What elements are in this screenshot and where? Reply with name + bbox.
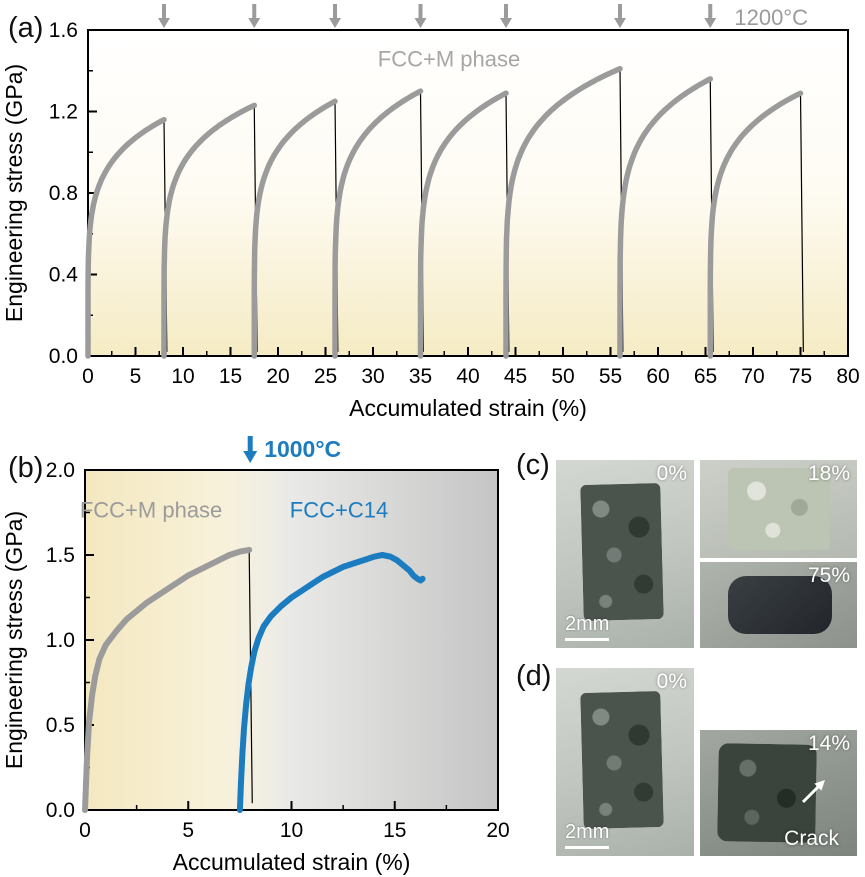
specimen <box>580 482 664 622</box>
reheat-arrow-head <box>248 18 261 28</box>
unload-line <box>799 93 804 352</box>
x-tick-label: 45 <box>504 365 527 388</box>
x-tick-label: 50 <box>551 365 574 388</box>
series-fcc-m-phase <box>82 546 253 813</box>
compression-cycle-curve <box>707 90 804 359</box>
x-tick-label: 40 <box>456 365 479 388</box>
y-tick-label: 0.4 <box>49 264 79 287</box>
y-axis-label: Engineering stress (GPa) <box>1 511 27 769</box>
y-tick-label: 2.0 <box>46 459 75 482</box>
strain-label: 14% <box>807 732 850 755</box>
crack-label: Crack <box>784 827 839 850</box>
x-axis-label: Accumulated strain (%) <box>349 395 587 421</box>
compression-cycle-curve <box>85 116 167 359</box>
photo-specimen-c-75pct: 75% <box>700 562 857 648</box>
x-tick-label: 5 <box>182 819 194 842</box>
plot-background <box>88 30 848 356</box>
y-tick-label: 0.8 <box>49 182 78 205</box>
reheat-arrow-head <box>329 18 341 28</box>
y-tick-label: 0.5 <box>46 714 75 737</box>
y-tick-label: 0.0 <box>46 799 75 822</box>
x-tick-label: 35 <box>409 365 432 388</box>
temperature-arrow-head <box>243 451 258 463</box>
specimen <box>728 576 832 634</box>
panel-c-label: (c) <box>516 449 550 481</box>
compression-cycle-curve <box>617 76 714 359</box>
y-tick-label: 0.0 <box>49 345 78 368</box>
reheat-arrow-head <box>704 18 717 28</box>
crack-arrow-icon <box>801 780 825 804</box>
x-tick-label: 15 <box>219 365 242 388</box>
temperature-annotation: 1000°C <box>264 436 341 462</box>
reheat-arrow-head <box>500 18 512 28</box>
region-label: FCC+M phase <box>80 498 222 523</box>
panel-b-chart: 0 5 10 15 20 0.0 0.5 1.0 1.5 2.0 Accumulated strai… <box>1 436 510 875</box>
reheat-arrow-head <box>414 18 427 28</box>
scale-bar-label: 2mm <box>565 613 610 641</box>
phase-annotation: FCC+M phase <box>378 47 520 72</box>
x-tick-label: 55 <box>599 365 622 388</box>
strain-label: 0% <box>656 462 687 485</box>
specimen <box>580 690 664 830</box>
reheat-arrow-head <box>158 18 170 28</box>
compression-cycle-curve <box>503 65 623 359</box>
x-tick-label: 70 <box>741 365 764 388</box>
x-tick-label: 30 <box>361 365 384 388</box>
x-tick-label: 10 <box>280 819 303 842</box>
panel-d-label: (d) <box>516 660 552 692</box>
photo-specimen-d-0pct: 0% 2mm <box>556 668 694 856</box>
x-tick-label: 60 <box>646 365 669 388</box>
x-tick-label: 20 <box>266 365 289 388</box>
compression-cycle-curve <box>251 98 338 359</box>
series-fcc-c14 <box>236 552 426 813</box>
x-tick-label: 10 <box>171 365 194 388</box>
x-tick-label: 15 <box>383 819 406 842</box>
photo-specimen-c-0pct: 0% 2mm <box>556 460 694 648</box>
y-tick-label: 1.0 <box>46 629 75 652</box>
x-tick-label: 25 <box>314 365 337 388</box>
panel-b-label: (b) <box>8 452 44 484</box>
strain-label: 18% <box>807 462 850 485</box>
photo-specimen-d-14pct: 14% Crack <box>700 730 857 856</box>
x-tick-label: 0 <box>82 365 94 388</box>
strain-label: 75% <box>807 564 850 587</box>
y-tick-label: 1.5 <box>46 544 75 567</box>
temperature-annotation: 1200°C <box>734 5 808 30</box>
photo-specimen-c-18pct: 18% <box>700 460 857 558</box>
compression-cycle-curve <box>332 88 424 359</box>
specimen <box>728 468 830 550</box>
y-axis-label: Engineering stress (GPa) <box>1 64 27 322</box>
x-tick-label: 20 <box>486 819 509 842</box>
x-tick-label: 65 <box>694 365 717 388</box>
x-tick-label: 75 <box>789 365 812 388</box>
compression-cycle-curve <box>161 102 258 359</box>
x-axis-label: Accumulated strain (%) <box>173 849 411 875</box>
scale-bar-label: 2mm <box>565 821 610 849</box>
x-tick-label: 80 <box>836 365 859 388</box>
y-tick-label: 1.6 <box>49 19 78 42</box>
strain-label: 0% <box>656 670 687 693</box>
x-tick-label: 0 <box>79 819 91 842</box>
x-tick-label: 5 <box>130 365 142 388</box>
reheat-arrow-head <box>614 18 626 28</box>
panel-a-chart: 0 5 10 15 20 25 30 35 40 45 50 55 60 65 70 75 80 0.0 0.4 0.… <box>1 4 860 421</box>
compression-cycle-curve <box>417 90 509 359</box>
y-tick-label: 1.2 <box>49 101 78 124</box>
region-label: FCC+C14 <box>290 498 388 523</box>
plot-background <box>85 470 498 810</box>
panel-a-label: (a) <box>8 12 44 44</box>
